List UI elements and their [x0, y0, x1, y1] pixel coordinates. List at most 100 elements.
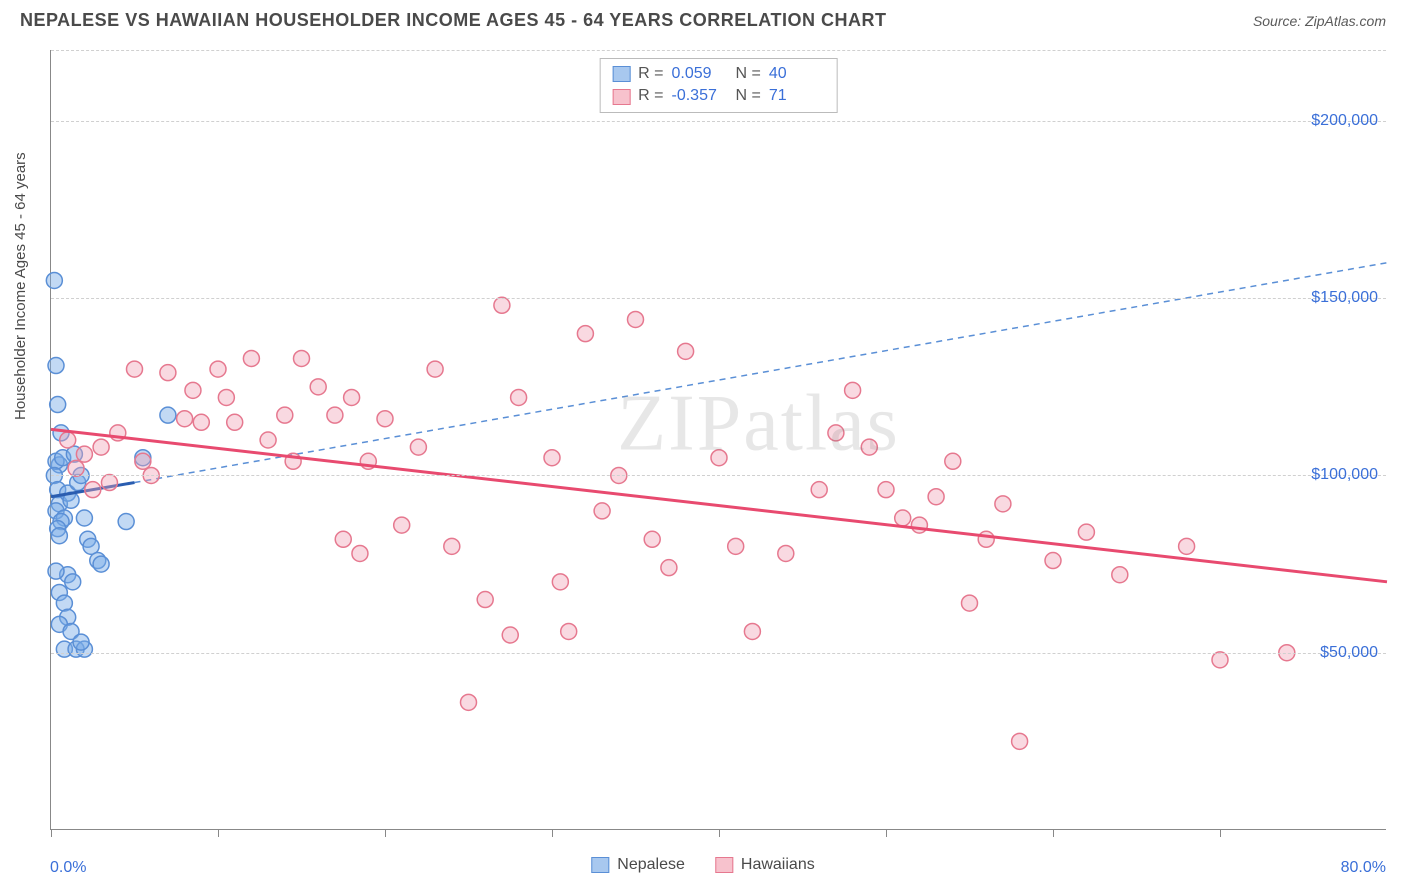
data-point	[577, 326, 593, 342]
data-point	[93, 556, 109, 572]
data-point	[68, 460, 84, 476]
legend-swatch	[612, 89, 630, 105]
gridline	[51, 50, 1386, 51]
data-point	[1112, 567, 1128, 583]
data-point	[127, 361, 143, 377]
data-point	[544, 450, 560, 466]
data-point	[50, 397, 66, 413]
n-value: 40	[769, 63, 825, 85]
data-point	[101, 475, 117, 491]
data-point	[995, 496, 1011, 512]
gridline	[51, 121, 1386, 122]
data-point	[377, 411, 393, 427]
r-value: -0.357	[672, 85, 728, 107]
data-point	[177, 411, 193, 427]
data-point	[160, 407, 176, 423]
data-point	[65, 574, 81, 590]
data-point	[1012, 733, 1028, 749]
legend-item: Hawaiians	[715, 856, 815, 874]
data-point	[394, 517, 410, 533]
legend-label: Hawaiians	[741, 856, 815, 874]
data-point	[48, 358, 64, 374]
data-point	[1212, 652, 1228, 668]
x-tick	[719, 829, 720, 837]
data-point	[294, 350, 310, 366]
x-tick	[218, 829, 219, 837]
data-point	[494, 297, 510, 313]
data-point	[502, 627, 518, 643]
data-point	[461, 694, 477, 710]
data-point	[477, 592, 493, 608]
r-label: R =	[638, 63, 663, 85]
data-point	[344, 389, 360, 405]
data-point	[644, 531, 660, 547]
data-point	[76, 446, 92, 462]
data-point	[260, 432, 276, 448]
gridline	[51, 653, 1386, 654]
scatter-svg	[51, 50, 1386, 829]
data-point	[327, 407, 343, 423]
legend-swatch	[715, 857, 733, 873]
y-tick-label: $200,000	[1311, 112, 1378, 130]
chart-title: NEPALESE VS HAWAIIAN HOUSEHOLDER INCOME …	[20, 10, 886, 31]
legend-label: Nepalese	[617, 856, 685, 874]
data-point	[56, 595, 72, 611]
data-point	[895, 510, 911, 526]
data-point	[352, 545, 368, 561]
x-axis-max-label: 80.0%	[1341, 859, 1386, 877]
data-point	[51, 528, 67, 544]
data-point	[93, 439, 109, 455]
stats-row: R =0.059N =40	[612, 63, 825, 85]
gridline	[51, 298, 1386, 299]
data-point	[594, 503, 610, 519]
data-point	[160, 365, 176, 381]
y-tick-label: $50,000	[1320, 644, 1378, 662]
data-point	[427, 361, 443, 377]
data-point	[744, 623, 760, 639]
legend-swatch	[591, 857, 609, 873]
data-point	[711, 450, 727, 466]
data-point	[678, 343, 694, 359]
stats-row: R =-0.357N =71	[612, 85, 825, 107]
data-point	[135, 453, 151, 469]
bottom-legend: Nepalese Hawaiians	[591, 856, 814, 874]
gridline	[51, 475, 1386, 476]
x-tick	[385, 829, 386, 837]
trend-line-extrapolated	[135, 263, 1388, 483]
x-tick	[1220, 829, 1221, 837]
data-point	[193, 414, 209, 430]
n-value: 71	[769, 85, 825, 107]
data-point	[85, 482, 101, 498]
data-point	[335, 531, 351, 547]
legend-swatch	[612, 66, 630, 82]
n-label: N =	[736, 85, 761, 107]
data-point	[410, 439, 426, 455]
data-point	[277, 407, 293, 423]
legend-item: Nepalese	[591, 856, 685, 874]
data-point	[1179, 538, 1195, 554]
data-point	[828, 425, 844, 441]
data-point	[561, 623, 577, 639]
data-point	[661, 560, 677, 576]
data-point	[210, 361, 226, 377]
data-point	[118, 514, 134, 530]
data-point	[928, 489, 944, 505]
data-point	[845, 382, 861, 398]
source-label: Source: ZipAtlas.com	[1253, 13, 1386, 29]
data-point	[227, 414, 243, 430]
data-point	[728, 538, 744, 554]
data-point	[778, 545, 794, 561]
data-point	[861, 439, 877, 455]
data-point	[46, 272, 62, 288]
data-point	[628, 311, 644, 327]
data-point	[76, 510, 92, 526]
data-point	[73, 634, 89, 650]
data-point	[1045, 553, 1061, 569]
data-point	[911, 517, 927, 533]
data-point	[978, 531, 994, 547]
chart-plot-area: R =0.059N =40R =-0.357N =71 ZIPatlas $50…	[50, 50, 1386, 830]
data-point	[243, 350, 259, 366]
x-tick	[51, 829, 52, 837]
data-point	[218, 389, 234, 405]
data-point	[552, 574, 568, 590]
